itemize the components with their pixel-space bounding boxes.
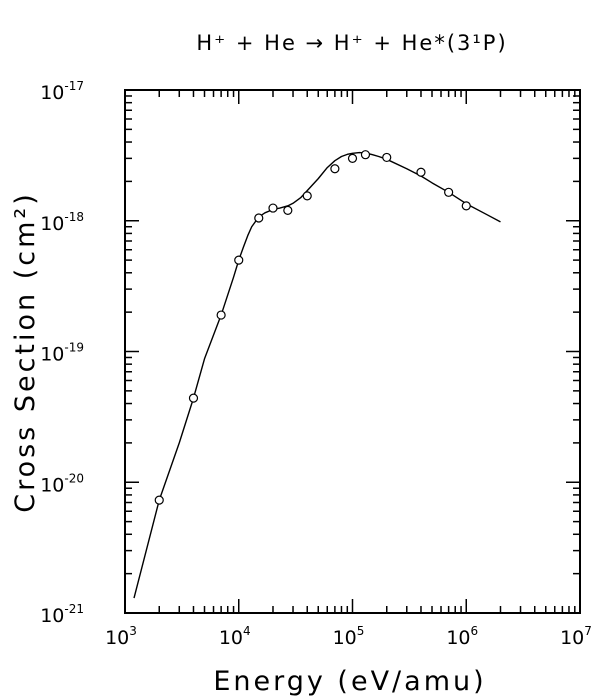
fit-curve xyxy=(133,151,501,599)
data-points-layer xyxy=(154,150,471,505)
y-axis-label: Cross Section (cm²) xyxy=(10,191,41,513)
data-point xyxy=(347,153,358,163)
y-tick-label: 10-19 xyxy=(40,341,84,366)
tick-labels: 103 104 105 106 107 10-21 10-20 10-19 10-18 10-17 xyxy=(40,79,592,649)
x-tick-label: 106 xyxy=(446,624,478,649)
fit-curve-layer xyxy=(133,151,501,599)
x-axis-label: Energy (eV/amu) xyxy=(213,666,486,696)
data-point xyxy=(382,152,392,163)
chart-title: H⁺ + He → H⁺ + He*(3¹P) xyxy=(196,31,507,55)
y-tick-label: 10-20 xyxy=(40,471,84,496)
x-tick-label: 104 xyxy=(219,624,251,649)
data-point xyxy=(154,495,164,505)
data-point xyxy=(416,167,426,177)
data-point xyxy=(330,164,340,174)
data-point xyxy=(234,255,244,265)
x-tick-label: 105 xyxy=(333,624,365,649)
y-tick-label: 10-17 xyxy=(40,79,84,104)
data-point xyxy=(216,310,226,320)
data-point xyxy=(360,150,371,160)
data-point xyxy=(188,393,199,403)
x-tick-label: 107 xyxy=(560,624,592,649)
data-point xyxy=(461,201,471,211)
data-point xyxy=(283,205,293,215)
data-point xyxy=(302,191,312,201)
data-point xyxy=(268,203,278,213)
plot-frame xyxy=(124,89,581,614)
y-tick-label: 10-21 xyxy=(40,602,84,627)
y-tick-label: 10-18 xyxy=(40,210,84,235)
data-point xyxy=(444,187,454,197)
data-point xyxy=(254,213,264,223)
x-tick-label: 103 xyxy=(105,624,137,649)
axis-ticks xyxy=(124,89,581,614)
